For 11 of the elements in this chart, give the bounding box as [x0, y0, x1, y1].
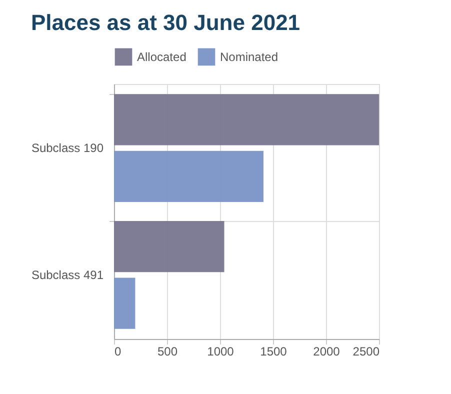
y-tick-label: Subclass 491: [31, 268, 104, 282]
legend-label: Allocated: [137, 50, 186, 64]
x-tick-label: 1000: [207, 344, 234, 358]
x-tick-label: 2000: [313, 344, 340, 358]
x-tick-label: 0: [114, 344, 122, 358]
y-tick-label: Subclass 190: [31, 141, 104, 156]
chart-title: Places as at 30 June 2021: [30, 10, 300, 35]
x-tick-label: 2500: [352, 344, 380, 358]
x-tick-label: 500: [157, 344, 178, 358]
legend-label: Nominated: [220, 50, 278, 64]
x-tick-label: 1500: [260, 344, 288, 358]
